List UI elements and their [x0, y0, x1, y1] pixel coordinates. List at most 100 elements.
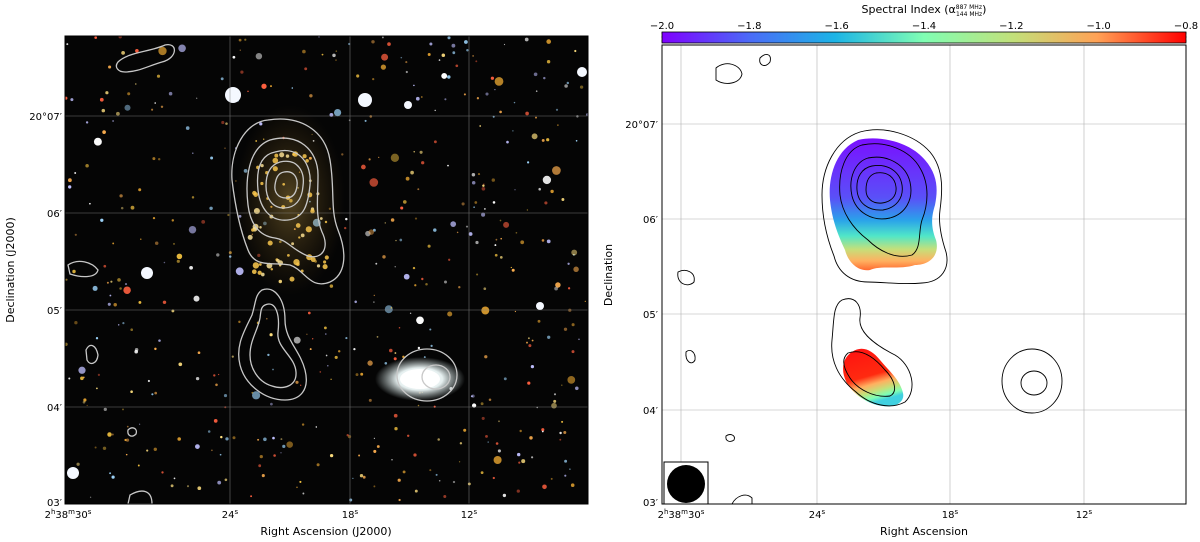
star: [177, 437, 181, 441]
star: [352, 477, 354, 480]
star: [135, 48, 139, 53]
star: [195, 376, 200, 381]
star: [110, 280, 113, 283]
star: [86, 404, 88, 407]
star: [552, 166, 561, 175]
star: [85, 164, 89, 168]
dec-tick-04-right: 04′: [643, 406, 659, 417]
star: [471, 403, 477, 408]
star: [255, 52, 263, 60]
star: [475, 240, 479, 245]
star: [490, 76, 495, 80]
star: [359, 474, 364, 478]
star: [516, 452, 521, 457]
star: [574, 49, 577, 53]
star: [258, 464, 262, 468]
star: [492, 201, 496, 204]
star: [147, 379, 150, 383]
star: [223, 394, 228, 398]
star: [447, 75, 451, 79]
star: [111, 433, 114, 436]
star: [76, 462, 80, 466]
grid-left: [65, 36, 588, 504]
star: [543, 76, 546, 80]
star: [388, 348, 393, 353]
star: [387, 42, 391, 46]
star: [500, 237, 503, 240]
spix-north-source: [829, 138, 937, 271]
star: [497, 449, 501, 453]
star: [510, 266, 512, 269]
star: [372, 77, 375, 81]
star: [360, 372, 364, 376]
star: [544, 201, 548, 205]
star: [465, 225, 469, 228]
star: [282, 444, 286, 449]
star: [325, 333, 327, 335]
star: [286, 441, 293, 448]
star: [578, 338, 580, 341]
star: [434, 109, 436, 112]
star: [554, 286, 558, 291]
star: [239, 49, 241, 51]
star: [315, 426, 318, 428]
star: [97, 373, 101, 377]
bright-star: [141, 267, 153, 279]
star: [140, 238, 142, 240]
star: [441, 53, 446, 57]
star: [498, 420, 500, 423]
star: [122, 408, 124, 411]
star: [398, 498, 401, 502]
star: [476, 273, 479, 276]
star: [455, 64, 459, 68]
star: [524, 37, 529, 42]
star: [117, 324, 120, 326]
star: [503, 221, 510, 228]
star: [541, 430, 544, 433]
star: [391, 459, 393, 461]
star: [235, 267, 244, 276]
left-xlabel: Right Ascension (J2000): [260, 525, 391, 538]
star: [178, 44, 186, 53]
star: [419, 150, 423, 154]
star: [189, 265, 193, 270]
star: [307, 311, 311, 315]
star: [542, 484, 547, 490]
star: [384, 361, 388, 365]
star: [447, 36, 451, 40]
star: [417, 404, 420, 407]
star: [571, 350, 575, 354]
star: [514, 310, 517, 313]
dec-tick-05: 05′: [47, 306, 63, 317]
star: [376, 336, 379, 338]
star: [74, 172, 77, 174]
star: [474, 201, 478, 204]
star: [257, 438, 260, 441]
star: [512, 130, 514, 132]
star: [402, 200, 407, 204]
star: [390, 218, 395, 222]
star: [170, 484, 174, 488]
star: [403, 273, 410, 280]
bright-star: [225, 87, 241, 103]
star: [270, 402, 273, 406]
star: [458, 461, 461, 463]
galaxy-core: [400, 369, 440, 389]
star: [215, 383, 218, 387]
star: [238, 320, 241, 324]
dec-tick-06: 06′: [47, 209, 63, 220]
star: [438, 479, 441, 482]
star: [335, 59, 337, 61]
star: [390, 153, 400, 162]
star: [345, 337, 348, 340]
star: [152, 216, 156, 220]
star: [138, 188, 142, 192]
star: [494, 253, 498, 257]
star: [220, 435, 223, 439]
star: [433, 228, 437, 232]
star: [368, 229, 375, 235]
star: [405, 176, 410, 181]
star: [346, 434, 349, 437]
star: [555, 108, 559, 111]
left-ylabel: Declination (J2000): [4, 217, 17, 323]
